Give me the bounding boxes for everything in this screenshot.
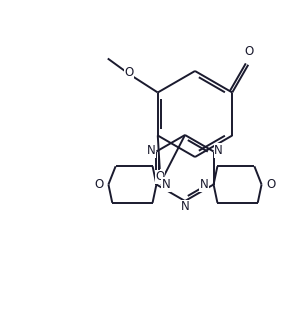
Text: N: N [180, 201, 189, 213]
Text: N: N [214, 144, 223, 157]
Text: O: O [124, 66, 133, 79]
Text: N: N [200, 178, 209, 191]
Text: N: N [147, 144, 156, 157]
Text: N: N [161, 178, 170, 191]
Text: O: O [94, 178, 103, 191]
Text: O: O [267, 178, 276, 191]
Text: O: O [155, 170, 164, 183]
Text: O: O [245, 45, 254, 58]
